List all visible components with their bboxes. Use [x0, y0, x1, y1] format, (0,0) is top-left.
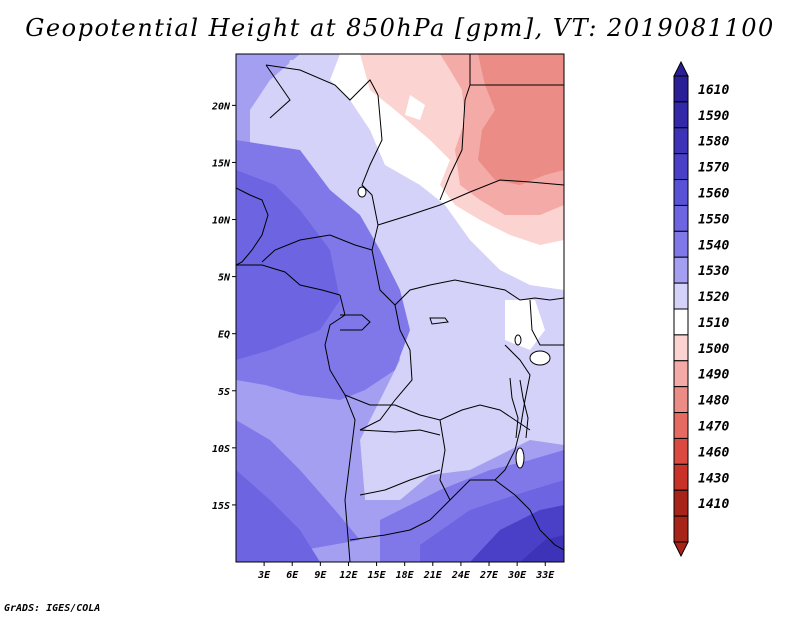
colorbar-swatch: [673, 179, 689, 206]
colorbar-label: 1470: [698, 420, 729, 435]
lon-tick-label: 12E: [339, 570, 358, 581]
colorbar-label: 1570: [698, 161, 729, 176]
lat-tick-label: 15N: [212, 158, 231, 169]
colorbar-label: 1590: [698, 109, 729, 124]
colorbar-label: 1520: [698, 290, 729, 305]
colorbar: 1610 1590 1580 1570 1560 1550 1540 1530 1520 1510…: [673, 60, 729, 558]
colorbar-swatch: [673, 412, 689, 439]
colorbar-label: 1560: [698, 187, 729, 202]
latitude-axis: 20N 15N 10N 5N EQ 5S 10S 15S: [211, 101, 236, 512]
colorbar-swatch: [673, 153, 689, 181]
map-title: Geopotential Height at 850hPa [gpm], VT:…: [25, 14, 775, 42]
colorbar-swatch: [673, 282, 689, 310]
colorbar-label: 1530: [698, 264, 729, 279]
colorbar-swatch: [673, 437, 689, 465]
lat-tick-label: 10N: [212, 216, 231, 227]
grads-credit: GrADS: IGES/COLA: [4, 603, 101, 614]
lon-tick-label: 24E: [451, 570, 471, 581]
lat-tick-label: 5N: [218, 273, 231, 284]
colorbar-swatch: [673, 386, 689, 414]
map-frame: [235, 53, 565, 563]
lat-tick-label: EQ: [218, 330, 230, 341]
lon-tick-label: 15E: [368, 570, 387, 581]
lon-tick-label: 30E: [507, 570, 527, 581]
longitude-axis: 3E 6E 9E 12E 15E 18E 21E 24E 27E 30E 33E: [257, 562, 555, 581]
lon-tick-label: 27E: [479, 570, 499, 581]
colorbar-swatch: [673, 101, 689, 129]
colorbar-bottom-arrow: [673, 541, 689, 558]
colorbar-label: 1500: [698, 342, 729, 357]
lon-tick-label: 9E: [314, 570, 327, 581]
lat-tick-label: 15S: [212, 501, 230, 512]
colorbar-swatch: [673, 256, 689, 284]
colorbar-swatch: [673, 489, 689, 517]
colorbar-label: 1580: [698, 135, 729, 150]
colorbar-label: 1480: [698, 394, 729, 409]
lon-tick-label: 21E: [423, 570, 443, 581]
lon-tick-label: 3E: [257, 570, 271, 581]
lat-tick-label: 10S: [212, 444, 230, 455]
lat-tick-label: 20N: [211, 101, 231, 112]
colorbar-label: 1410: [698, 497, 729, 512]
colorbar-label: 1490: [698, 368, 729, 383]
colorbar-label: 1460: [698, 445, 729, 460]
colorbar-swatch: [673, 334, 689, 362]
colorbar-swatch: [673, 360, 689, 388]
colorbar-top-arrow: [673, 60, 689, 77]
colorbar-swatch: [673, 230, 689, 258]
lon-tick-label: 33E: [535, 570, 555, 581]
lon-tick-label: 18E: [396, 570, 415, 581]
height-field: [236, 54, 564, 562]
colorbar-label: 1540: [698, 238, 729, 253]
colorbar-swatch: [673, 515, 689, 543]
colorbar-label: 1550: [698, 212, 729, 227]
colorbar-swatch: [673, 463, 689, 491]
lakes: [357, 186, 551, 469]
lon-tick-label: 6E: [286, 570, 299, 581]
colorbar-label: 1610: [698, 83, 729, 98]
colorbar-swatch: [673, 204, 689, 232]
colorbar-label: 1430: [698, 471, 729, 486]
country-borders: [236, 54, 564, 562]
lat-tick-label: 5S: [218, 387, 230, 398]
colorbar-swatch: [673, 75, 689, 103]
colorbar-swatch: [673, 127, 689, 155]
colorbar-label: 1510: [698, 316, 729, 331]
colorbar-swatch: [673, 308, 689, 336]
